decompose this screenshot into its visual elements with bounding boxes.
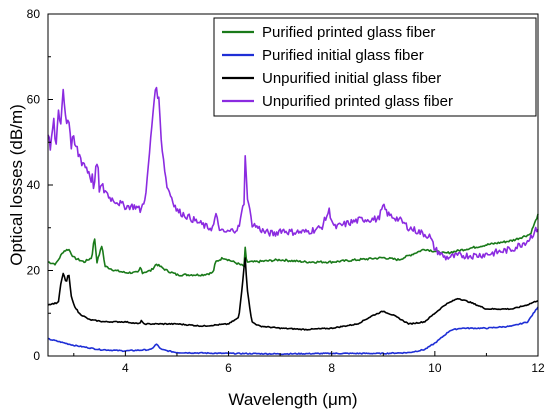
y-axis-title: Optical losses (dB/m)	[7, 104, 26, 266]
legend-label: Purified initial glass fiber	[262, 47, 424, 64]
series-line	[47, 213, 539, 277]
series-line	[47, 257, 539, 331]
x-tick-label: 4	[122, 361, 129, 375]
x-tick-label: 8	[328, 361, 335, 375]
chart-legend: Purified printed glass fiber Purified ini…	[213, 17, 537, 117]
y-tick-label: 80	[27, 7, 41, 21]
legend-label: Purified printed glass fiber	[262, 24, 435, 41]
plot-lines	[47, 86, 539, 356]
y-tick-label: 0	[33, 349, 40, 363]
legend-box	[213, 17, 537, 117]
y-tick-label: 60	[27, 93, 41, 107]
x-tick-label: 6	[225, 361, 232, 375]
x-axis-ticks: 4 6 8 10 12	[73, 351, 545, 375]
y-axis-ticks: 0 20 40 60 80	[27, 7, 53, 363]
y-tick-label: 20	[27, 264, 41, 278]
y-tick-label: 40	[27, 178, 41, 192]
legend-label: Unpurified initial glass fiber	[262, 70, 441, 87]
series-line	[47, 306, 539, 356]
x-tick-label: 10	[428, 361, 442, 375]
series-line	[47, 86, 539, 261]
x-tick-label: 12	[531, 361, 545, 375]
legend-label: Unpurified printed glass fiber	[262, 93, 453, 110]
x-axis-title: Wavelength (μm)	[228, 390, 357, 409]
